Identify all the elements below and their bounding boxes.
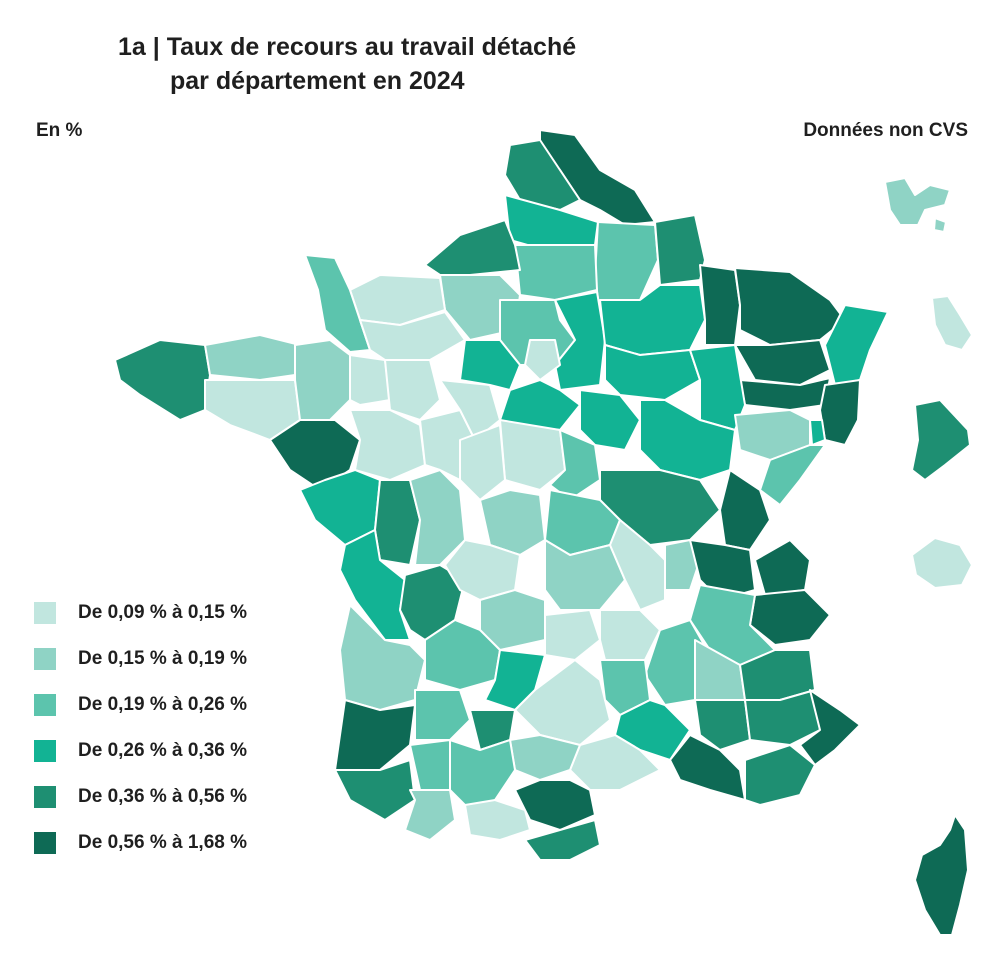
dept-aube: [604, 344, 701, 401]
dept-pyrenees-atlantiques: [334, 759, 416, 821]
dept-gers: [409, 739, 451, 791]
dept-corse: [914, 814, 969, 936]
legend-item: De 0,09 % à 0,15 %: [34, 590, 247, 636]
title-line-1: 1a | Taux de recours au travail détaché: [118, 33, 577, 61]
dept-moselle: [734, 267, 846, 346]
dept-finistere: [114, 339, 211, 421]
dept-var: [744, 744, 816, 806]
dept-maine-et-loire: [349, 409, 426, 481]
legend-swatch: [34, 602, 56, 624]
dept-meurthe-et-moselle: [734, 339, 831, 386]
dept-cotes-darmor: [204, 334, 301, 381]
dept-aveyron: [514, 659, 611, 746]
legend-item: De 0,19 % à 0,26 %: [34, 682, 247, 728]
dept-martinique: [931, 295, 973, 351]
dept-alpes-maritimes: [799, 689, 861, 766]
legend-label: De 0,26 % à 0,36 %: [78, 740, 247, 761]
dept-oise: [514, 244, 598, 301]
legend-swatch: [34, 648, 56, 670]
legend: De 0,09 % à 0,15 % De 0,15 % à 0,19 % De 0…: [34, 590, 247, 866]
legend-label: De 0,19 % à 0,26 %: [78, 694, 247, 715]
legend-item: De 0,26 % à 0,36 %: [34, 728, 247, 774]
dept-aude: [514, 779, 596, 831]
dept-haute-garonne: [449, 739, 516, 811]
dept-mayenne: [349, 354, 391, 406]
dept-bouches-du-rhone: [669, 734, 746, 801]
dept-haute-loire: [599, 609, 661, 661]
data-note: Données non CVS: [803, 120, 968, 141]
dept-herault: [569, 734, 661, 791]
dept-guyane: [911, 399, 971, 481]
dept-sarthe: [384, 359, 441, 421]
chart-title: 1a | Taux de recours au travail détaché …: [118, 30, 576, 98]
legend-label: De 0,36 % à 0,56 %: [78, 786, 247, 807]
dept-vosges: [739, 377, 831, 411]
legend-label: De 0,15 % à 0,19 %: [78, 648, 247, 669]
dept-ariege: [464, 799, 531, 841]
legend-item: De 0,15 % à 0,19 %: [34, 636, 247, 682]
dept-haut-rhin: [819, 379, 861, 446]
dept-tarn: [509, 734, 581, 781]
legend-swatch: [34, 832, 56, 854]
dept-ain: [689, 539, 756, 601]
dept-meuse: [699, 264, 741, 346]
dept-cantal: [544, 609, 601, 661]
dept-pas-de-calais: [504, 139, 581, 211]
dept-seine-maritime: [424, 219, 521, 276]
legend-label: De 0,09 % à 0,15 %: [78, 602, 247, 623]
dept-haute-savoie: [754, 539, 811, 596]
dept-guadeloupe: [884, 177, 951, 226]
title-line-2: par département en 2024: [170, 67, 465, 95]
legend-swatch: [34, 786, 56, 808]
dept-charente-maritime: [339, 529, 411, 641]
dept-seine-et-marne: [554, 291, 606, 391]
dept-loire: [609, 519, 666, 611]
unit-label: En %: [36, 120, 83, 141]
dept-yonne: [579, 389, 641, 451]
dept-orne: [359, 311, 466, 361]
dept-reunion: [911, 537, 973, 589]
dept-indre: [459, 424, 506, 501]
dept-hautes-pyrenees: [404, 789, 456, 841]
legend-swatch: [34, 740, 56, 762]
dept-loire-atlantique: [269, 419, 361, 491]
dept-guadeloupe-islet: [933, 217, 947, 233]
dept-ardennes: [654, 214, 706, 286]
dept-lot-et-garonne: [414, 689, 471, 741]
dept-rhone: [664, 539, 701, 591]
dept-vaucluse: [694, 699, 751, 751]
dept-ille-et-vilaine: [294, 339, 351, 421]
legend-item: De 0,36 % à 0,56 %: [34, 774, 247, 820]
legend-swatch: [34, 694, 56, 716]
dept-landes: [334, 699, 416, 771]
legend-label: De 0,56 % à 1,68 %: [78, 832, 247, 853]
dept-territoire-belfort: [809, 419, 826, 446]
dept-pyrenees-orientales: [524, 819, 601, 861]
dept-vienne: [409, 469, 466, 566]
dept-haute-vienne: [444, 539, 521, 601]
legend-item: De 0,56 % à 1,68 %: [34, 820, 247, 866]
dept-essonne: [524, 339, 561, 381]
dept-puy-de-dome: [544, 539, 626, 611]
